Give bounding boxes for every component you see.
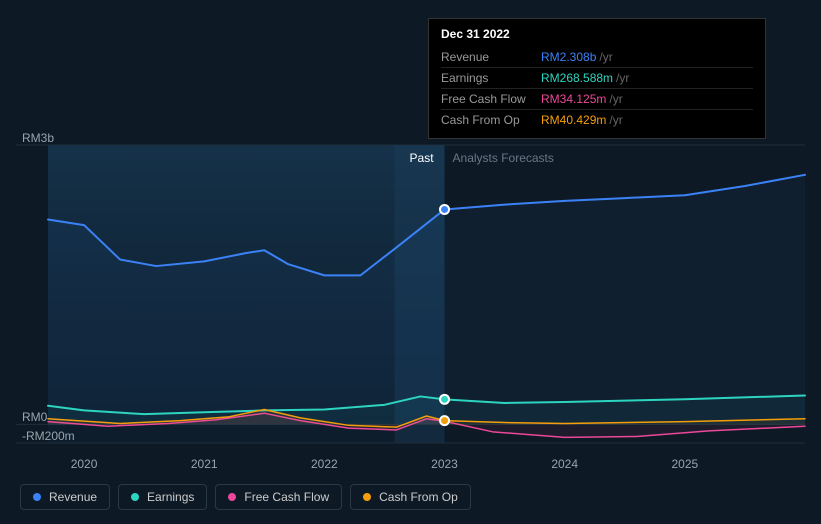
legend-dot-icon — [131, 493, 139, 501]
tooltip-row-unit: /yr — [609, 113, 622, 127]
tooltip-row-value: RM34.125m — [541, 92, 606, 106]
forecast-section-label: Analysts Forecasts — [453, 151, 554, 165]
x-axis-label: 2022 — [311, 457, 338, 471]
tooltip-row-unit: /yr — [609, 92, 622, 106]
legend-item-earnings[interactable]: Earnings — [118, 484, 207, 510]
legend-item-label: Cash From Op — [379, 490, 458, 504]
tooltip: Dec 31 2022 RevenueRM2.308b/yrEarningsRM… — [428, 18, 766, 139]
legend-item-free-cash-flow[interactable]: Free Cash Flow — [215, 484, 342, 510]
highlight-marker-revenue — [440, 205, 449, 214]
tooltip-row-label: Cash From Op — [441, 113, 541, 127]
tooltip-row-value: RM2.308b — [541, 50, 596, 64]
x-axis-label: 2024 — [551, 457, 578, 471]
legend: Revenue Earnings Free Cash Flow Cash From O… — [20, 484, 471, 510]
legend-item-revenue[interactable]: Revenue — [20, 484, 110, 510]
past-section-label: Past — [410, 151, 434, 165]
x-axis-label: 2021 — [191, 457, 218, 471]
x-axis-label: 2023 — [431, 457, 458, 471]
tooltip-row-label: Free Cash Flow — [441, 92, 541, 106]
tooltip-row-unit: /yr — [599, 50, 612, 64]
tooltip-row-unit: /yr — [616, 71, 629, 85]
y-axis-label: RM0 — [22, 410, 47, 424]
legend-item-cash-from-op[interactable]: Cash From Op — [350, 484, 471, 510]
highlight-marker-cfo — [440, 416, 449, 425]
legend-item-label: Earnings — [147, 490, 194, 504]
x-axis-label: 2025 — [671, 457, 698, 471]
highlight-marker-earnings — [440, 395, 449, 404]
tooltip-row-label: Revenue — [441, 50, 541, 64]
tooltip-row: Cash From OpRM40.429m/yr — [441, 110, 753, 130]
tooltip-row-value: RM40.429m — [541, 113, 606, 127]
legend-dot-icon — [33, 493, 41, 501]
tooltip-row-value: RM268.588m — [541, 71, 613, 85]
y-axis-label: -RM200m — [22, 429, 75, 443]
tooltip-row: RevenueRM2.308b/yr — [441, 47, 753, 68]
tooltip-row: Free Cash FlowRM34.125m/yr — [441, 89, 753, 110]
legend-item-label: Free Cash Flow — [244, 490, 329, 504]
legend-item-label: Revenue — [49, 490, 97, 504]
tooltip-title: Dec 31 2022 — [441, 27, 753, 41]
tooltip-row: EarningsRM268.588m/yr — [441, 68, 753, 89]
legend-dot-icon — [363, 493, 371, 501]
x-axis-label: 2020 — [71, 457, 98, 471]
y-axis-label: RM3b — [22, 131, 54, 145]
legend-dot-icon — [228, 493, 236, 501]
financial-chart: Dec 31 2022 RevenueRM2.308b/yrEarningsRM… — [0, 0, 821, 524]
tooltip-row-label: Earnings — [441, 71, 541, 85]
